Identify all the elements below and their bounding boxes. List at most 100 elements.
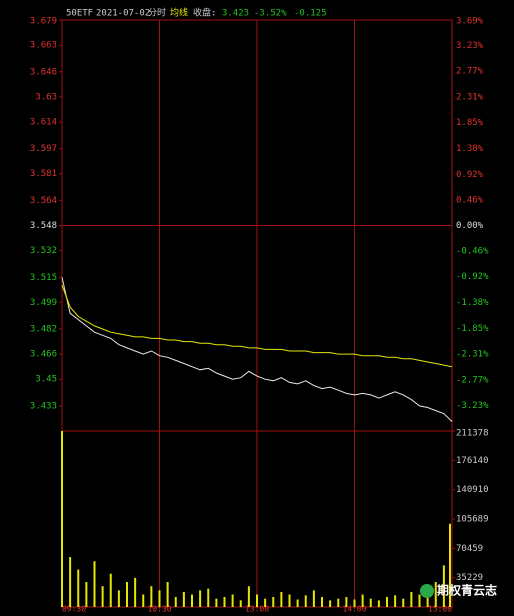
volume-bar: [321, 597, 323, 607]
volume-bar: [85, 582, 88, 607]
volume-bar: [377, 600, 380, 607]
y-tick-label: 3.45: [35, 375, 57, 385]
x-tick-label: 13:00: [245, 605, 269, 614]
volume-bar: [150, 586, 153, 607]
volume-bar: [231, 594, 234, 607]
volume-bar: [345, 597, 348, 607]
y2-tick-label: 2.31%: [456, 92, 484, 102]
y-tick-label: 3.499: [30, 298, 57, 308]
y-tick-label: 211378: [456, 429, 489, 439]
close-value: 3.423: [222, 9, 249, 19]
volume-bar: [264, 598, 267, 607]
y2-tick-label: -2.77%: [456, 375, 489, 385]
volume-bar: [166, 582, 169, 607]
x-tick-label: 14:00: [342, 605, 366, 614]
volume-bar: [247, 586, 250, 607]
y2-tick-label: -0.46%: [456, 247, 489, 257]
volume-bar: [353, 599, 356, 607]
y-tick-label: 3.663: [30, 41, 57, 51]
y-tick-label: 3.564: [30, 196, 57, 206]
volume-bar: [117, 590, 120, 607]
y2-tick-label: -3.23%: [456, 401, 489, 411]
volume-bar: [288, 594, 291, 607]
volume-bar: [361, 594, 364, 607]
volume-bar: [410, 592, 413, 607]
y2-tick-label: -2.31%: [456, 350, 489, 360]
y-tick-label: 140910: [456, 485, 489, 495]
volume-bar: [109, 573, 112, 607]
volume-bar: [256, 594, 258, 607]
volume-bar: [142, 594, 145, 607]
y2-tick-label: 0.92%: [456, 170, 484, 180]
y-tick-label: 3.614: [30, 117, 57, 127]
x-tick-label: 15:00: [428, 605, 452, 614]
y-tick-label: 3.581: [30, 169, 57, 179]
avg-label: 均线: [170, 7, 188, 19]
volume-bar: [182, 592, 185, 607]
volume-bar: [207, 588, 210, 607]
volume-bar: [69, 557, 72, 607]
y-tick-label: 3.597: [30, 144, 57, 154]
y2-tick-label: -1.38%: [456, 298, 489, 308]
x-tick-label: 09:30: [62, 605, 86, 614]
volume-bar: [304, 595, 307, 607]
symbol: 50ETF: [66, 9, 93, 19]
y2-tick-label: 0.00%: [456, 221, 484, 231]
y2-tick-label: 3.69%: [456, 17, 484, 27]
volume-bar: [101, 586, 104, 607]
volume-bar: [418, 594, 421, 607]
volume-bar: [126, 582, 128, 607]
volume-bar: [191, 594, 193, 607]
volume-bar: [199, 590, 202, 607]
y-tick-label: 3.532: [30, 246, 57, 256]
y2-tick-label: -1.85%: [456, 324, 489, 334]
y-tick-label: 3.433: [30, 401, 57, 411]
volume-bar: [449, 523, 451, 607]
change: -0.125: [294, 9, 327, 19]
y-tick-label: 176140: [456, 456, 489, 466]
volume-bar: [386, 597, 388, 607]
volume-bar: [426, 590, 429, 607]
series-line: [61, 284, 453, 368]
y-tick-label: 105689: [456, 515, 489, 525]
y-tick-label: 3.515: [30, 273, 57, 283]
volume-bar: [337, 598, 340, 607]
mode: 分时: [148, 7, 166, 19]
close-label: 收盘:: [193, 7, 216, 19]
y2-tick-label: -0.92%: [456, 272, 489, 282]
change-pct: -3.52%: [254, 9, 287, 19]
volume-bar: [434, 582, 437, 607]
header: 50ETF 2021-07-02 分时 均线 收盘: 3.423 -3.52% …: [66, 7, 327, 19]
volume-bar: [329, 600, 332, 607]
volume-bar: [77, 569, 80, 607]
y-tick-label: 70459: [456, 544, 483, 554]
y2-tick-label: 0.46%: [456, 195, 484, 205]
volume-bar: [296, 599, 299, 607]
y2-tick-label: 1.85%: [456, 118, 484, 128]
volume-bar: [369, 598, 372, 607]
series-line: [61, 277, 453, 422]
y2-tick-label: 3.23%: [456, 41, 484, 51]
y-tick-label: 3.679: [30, 17, 57, 27]
y-tick-label: 3.466: [30, 350, 57, 360]
volume-bar: [158, 590, 161, 607]
volume-bar: [402, 598, 405, 607]
volume-bar: [223, 597, 226, 607]
volume-bar: [134, 577, 137, 607]
y-tick-label: 3.548: [30, 221, 57, 231]
volume-bar: [442, 565, 445, 607]
date: 2021-07-02: [96, 9, 150, 19]
watermark: 期权青云志: [437, 583, 497, 598]
volume-bar: [280, 592, 283, 607]
volume-bar: [312, 590, 315, 607]
watermark-icon: [420, 584, 434, 598]
volume-bar: [394, 595, 397, 607]
y2-tick-label: 1.38%: [456, 144, 484, 154]
volume-bar: [93, 561, 96, 607]
y-tick-label: 3.63: [35, 92, 57, 102]
y-tick-label: 3.482: [30, 325, 57, 335]
y2-tick-label: 2.77%: [456, 67, 484, 77]
volume-bar: [272, 597, 275, 607]
volume-bar: [174, 597, 177, 607]
